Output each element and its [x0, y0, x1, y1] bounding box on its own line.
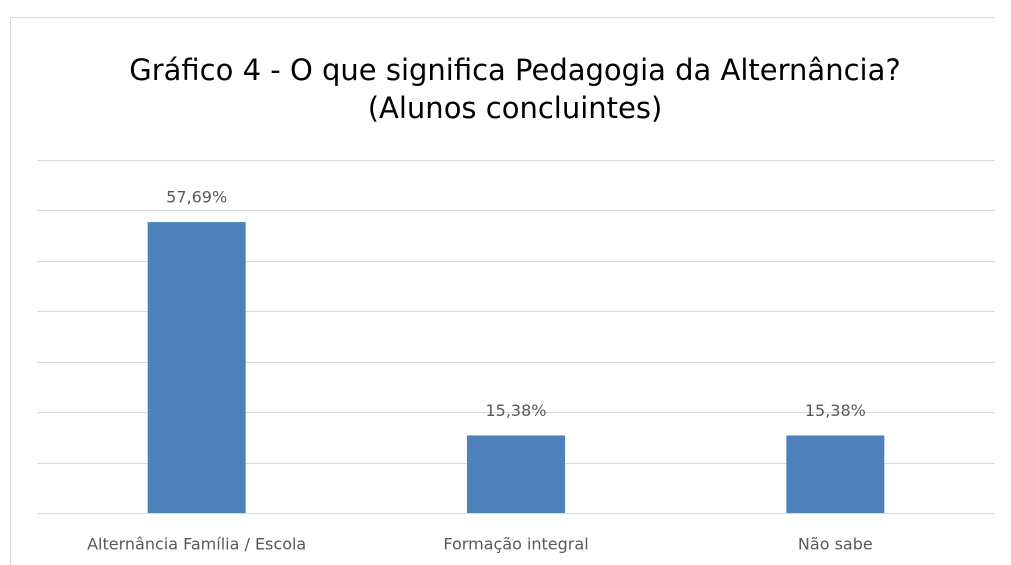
bar — [467, 435, 565, 513]
data-label: 15,38% — [485, 401, 546, 420]
bar — [786, 435, 885, 513]
data-label: 15,38% — [805, 401, 866, 420]
chart-title: Gráfico 4 - O que significa Pedagogia da… — [129, 53, 901, 87]
data-label: 57,69% — [166, 188, 227, 207]
chart-title: (Alunos concluintes) — [368, 91, 663, 125]
bar — [147, 222, 246, 513]
x-tick-label: Alternância Família / Escola — [87, 535, 306, 554]
x-tick-label: Não sabe — [798, 535, 873, 554]
x-tick-label: Formação integral — [443, 535, 588, 554]
